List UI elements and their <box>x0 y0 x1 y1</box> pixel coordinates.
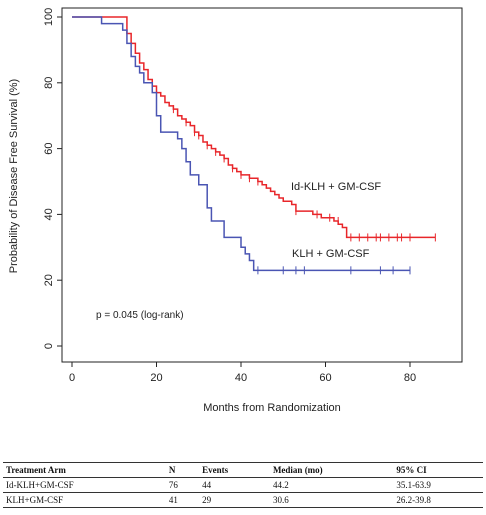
cell-arm: KLH+GM-CSF <box>3 492 166 508</box>
table-row: Id-KLH+GM-CSF 76 44 44.2 35.1-63.9 <box>3 477 483 493</box>
survival-curve-id-klh <box>72 16 436 239</box>
x-tick-label: 20 <box>150 372 162 384</box>
cell-arm: Id-KLH+GM-CSF <box>3 477 166 493</box>
cell-ci: 26.2-39.8 <box>393 492 483 508</box>
y-axis-label: Probability of Disease Free Survival (%) <box>8 79 20 273</box>
p-value-annotation: p = 0.045 (log-rank) <box>96 310 184 321</box>
cell-n: 76 <box>165 477 200 493</box>
y-tick-label: 20 <box>43 274 55 286</box>
survival-curve-klh <box>72 16 410 272</box>
header-n: N <box>165 462 200 478</box>
y-axis: 0 20 40 60 80 100 <box>43 8 62 349</box>
header-median: Median (mo) <box>269 462 394 478</box>
km-chart: 0 20 40 60 80 100 0 20 40 60 80 Probability of Di… <box>8 7 463 414</box>
legend-label-id-klh: Id-KLH + GM-CSF <box>291 181 381 193</box>
y-tick-label: 80 <box>43 77 55 89</box>
cell-ci: 35.1-63.9 <box>393 477 483 493</box>
cell-median: 44.2 <box>269 477 394 493</box>
y-tick-label: 60 <box>43 142 55 154</box>
plot-frame <box>61 7 463 363</box>
x-axis: 0 20 40 60 80 <box>69 362 416 384</box>
cell-n: 41 <box>165 492 200 508</box>
x-tick-label: 0 <box>69 372 75 384</box>
header-events: Events <box>199 462 270 478</box>
legend-label-klh: KLH + GM-CSF <box>292 248 370 260</box>
header-treatment-arm: Treatment Arm <box>3 462 166 478</box>
y-tick-label: 40 <box>43 208 55 220</box>
series-layer <box>72 16 436 275</box>
cell-median: 30.6 <box>269 492 394 508</box>
header-ci: 95% CI <box>393 462 483 478</box>
summary-table-wrap: Treatment Arm N Events Median (mo) 95% C… <box>0 462 486 508</box>
x-tick-label: 40 <box>235 372 247 384</box>
cell-events: 29 <box>199 492 270 508</box>
table-row: KLH+GM-CSF 41 29 30.6 26.2-39.8 <box>3 492 483 508</box>
x-tick-label: 60 <box>319 372 331 384</box>
x-axis-label: Months from Randomization <box>203 402 341 414</box>
summary-table: Treatment Arm N Events Median (mo) 95% C… <box>3 462 483 508</box>
y-tick-label: 0 <box>43 343 55 349</box>
y-tick-label: 100 <box>43 8 55 26</box>
table-header-row: Treatment Arm N Events Median (mo) 95% C… <box>3 462 483 478</box>
cell-events: 44 <box>199 477 270 493</box>
x-tick-label: 80 <box>404 372 416 384</box>
